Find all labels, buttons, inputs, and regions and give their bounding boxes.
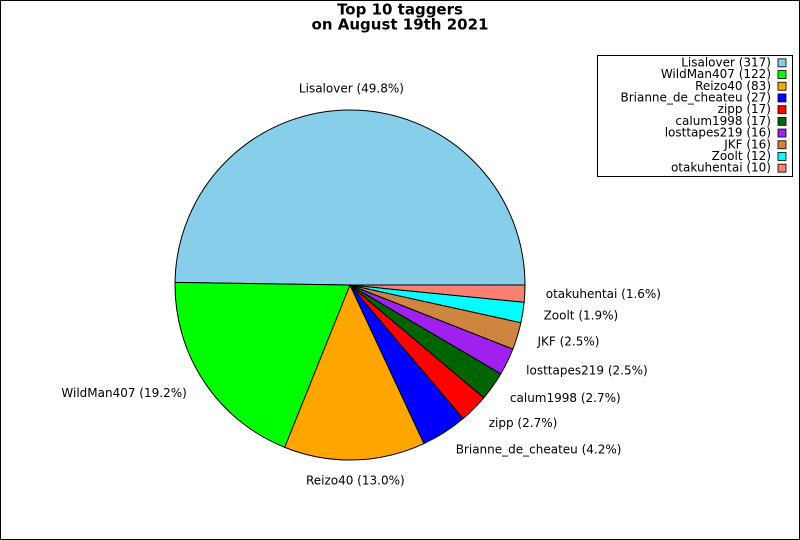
- legend-label: Reizo40 (83): [695, 79, 771, 93]
- legend-label: losttapes219 (16): [665, 126, 771, 140]
- slice-label: zipp (2.7%): [489, 416, 558, 430]
- pie-slice: [174, 281, 351, 449]
- legend-label: JKF (16): [723, 137, 771, 151]
- legend-swatch: [777, 81, 787, 91]
- slice-label: otakuhentai (1.6%): [546, 287, 661, 301]
- legend-label: otakuhentai (10): [671, 161, 771, 175]
- legend-label: WildMan407 (122): [661, 67, 771, 81]
- legend-box: [597, 55, 793, 177]
- chart-title: Top 10 taggers: [337, 1, 463, 19]
- legend-swatch: [777, 128, 787, 138]
- legend-label: calum1998 (17): [675, 114, 771, 128]
- legend-swatch: [777, 105, 787, 115]
- pie-slice: [349, 284, 526, 303]
- slice-label: Brianne_de_cheateu (4.2%): [456, 443, 622, 457]
- slice-label: JKF (2.5%): [536, 335, 599, 349]
- legend-swatch: [777, 140, 787, 150]
- legend-label: Zoolt (12): [712, 149, 771, 163]
- legend-label: Brianne_de_cheateu (27): [620, 90, 771, 104]
- chart-subtitle: on August 19th 2021: [312, 16, 489, 34]
- pie-slice: [284, 283, 425, 461]
- slice-label: Zoolt (1.9%): [544, 308, 619, 322]
- slice-label: Reizo40 (13.0%): [306, 473, 405, 487]
- slice-label: Lisalover (49.8%): [299, 82, 404, 96]
- legend-swatch: [777, 152, 787, 161]
- legend-swatch: [777, 70, 787, 79]
- slice-label: calum1998 (2.7%): [510, 391, 621, 405]
- legend-swatch: [777, 58, 787, 68]
- legend-label: Lisalover (317): [681, 55, 771, 69]
- slice-label: WildMan407 (19.2%): [61, 386, 186, 400]
- pie-slice: [174, 109, 526, 286]
- legend-swatch: [777, 93, 787, 103]
- legend-label: zipp (17): [718, 102, 771, 116]
- slice-label: losttapes219 (2.5%): [526, 363, 648, 377]
- legend-swatch: [777, 116, 787, 126]
- legend-swatch: [777, 163, 787, 173]
